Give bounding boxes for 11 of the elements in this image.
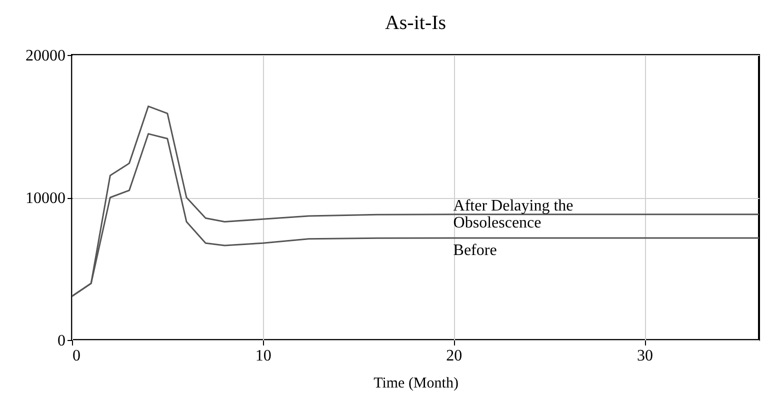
x-axis-title: Time (Month) [374,376,458,392]
y-tick-label: 0 [58,332,66,350]
chart-title: As-it-Is [384,12,446,34]
x-tick-label: 10 [255,348,272,364]
y-tick-label: 10000 [26,190,66,207]
series-label: Before [453,242,497,259]
y-tick-label: 20000 [26,48,66,64]
x-tick-label: 0 [72,348,80,364]
series-label: After Delaying the Obsolescence [453,197,574,232]
x-tick-label: 30 [637,348,653,364]
x-tick-label: 20 [446,348,462,364]
